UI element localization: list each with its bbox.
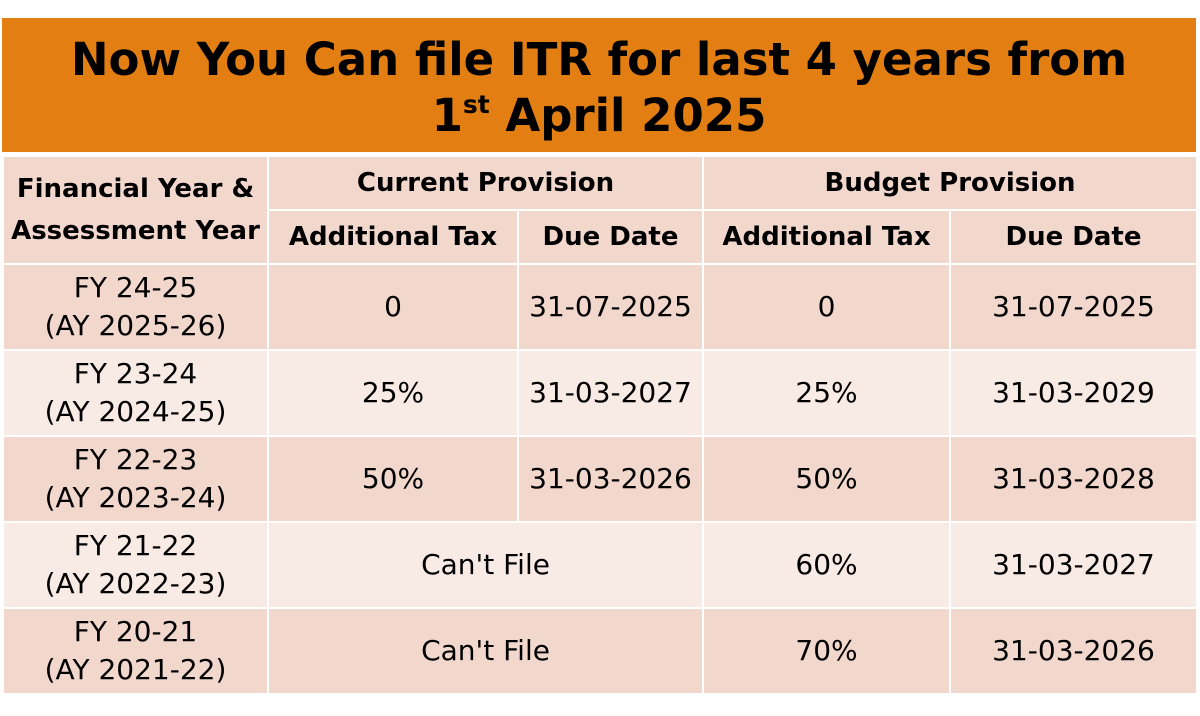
current-provision-header: Current Provision	[266, 155, 705, 211]
budget-tax-cell: 50%	[702, 435, 952, 523]
fy-ay-cell: FY 24-25 (AY 2025-26)	[2, 263, 269, 351]
table-row: FY 24-25 (AY 2025-26) 0 31-07-2025 0 31-…	[2, 263, 1199, 351]
fy-header-line-1: Financial Year &	[16, 174, 255, 204]
ay-label: (AY 2021-22)	[44, 653, 227, 686]
budget-due-cell: 31-07-2025	[949, 263, 1199, 351]
current-additional-tax-header: Additional Tax	[267, 209, 519, 265]
current-due-cell: 31-03-2027	[516, 349, 705, 437]
budget-tax-cell: 0	[702, 263, 952, 351]
ay-label: (AY 2023-24)	[44, 481, 227, 514]
title-day-suffix: st	[462, 90, 490, 119]
title-date-rest: April 2025	[489, 89, 767, 142]
fy-ay-header: Financial Year & Assessment Year	[2, 155, 269, 265]
budget-due-cell: 31-03-2029	[949, 349, 1199, 437]
title-banner: Now You Can file ITR for last 4 years fr…	[2, 18, 1196, 152]
ay-label: (AY 2022-23)	[44, 567, 227, 600]
current-cant-file-cell: Can't File	[266, 607, 705, 695]
budget-tax-cell: 70%	[702, 607, 952, 695]
budget-due-cell: 31-03-2028	[949, 435, 1199, 523]
budget-due-cell: 31-03-2027	[949, 521, 1199, 609]
current-tax-cell: 25%	[267, 349, 519, 437]
fy-ay-cell: FY 21-22 (AY 2022-23)	[2, 521, 269, 609]
fy-label: FY 21-22	[73, 529, 198, 562]
fy-label: FY 22-23	[73, 443, 198, 476]
itr-provision-table: Financial Year & Assessment Year Current…	[2, 155, 1199, 695]
title-line-1: Now You Can file ITR for last 4 years fr…	[70, 33, 1128, 86]
table-row: FY 21-22 (AY 2022-23) Can't File 60% 31-…	[2, 521, 1199, 609]
budget-due-cell: 31-03-2026	[949, 607, 1199, 695]
fy-label: FY 20-21	[73, 615, 198, 648]
budget-provision-header: Budget Provision	[702, 155, 1199, 211]
current-due-cell: 31-03-2026	[516, 435, 705, 523]
ay-label: (AY 2024-25)	[44, 395, 227, 428]
fy-header-line-2: Assessment Year	[11, 216, 260, 246]
budget-tax-cell: 25%	[702, 349, 952, 437]
ay-label: (AY 2025-26)	[44, 309, 227, 342]
current-due-date-header: Due Date	[516, 209, 705, 265]
current-tax-cell: 50%	[267, 435, 519, 523]
table-header-row-2: Additional Tax Due Date Additional Tax D…	[3, 209, 1199, 265]
fy-label: FY 24-25	[73, 271, 198, 304]
title-day: 1	[431, 89, 463, 142]
budget-tax-cell: 60%	[702, 521, 952, 609]
budget-due-date-header: Due Date	[949, 209, 1199, 265]
table-header-row-1: Financial Year & Assessment Year Current…	[2, 155, 1199, 265]
title-line-2: 1st April 2025	[2, 88, 1196, 144]
current-due-cell: 31-07-2025	[516, 263, 705, 351]
fy-ay-cell: FY 22-23 (AY 2023-24)	[2, 435, 269, 523]
table-row: FY 22-23 (AY 2023-24) 50% 31-03-2026 50%…	[2, 435, 1199, 523]
fy-ay-cell: FY 23-24 (AY 2024-25)	[2, 349, 269, 437]
current-tax-cell: 0	[267, 263, 519, 351]
budget-additional-tax-header: Additional Tax	[702, 209, 952, 265]
fy-label: FY 23-24	[73, 357, 198, 390]
current-cant-file-cell: Can't File	[266, 521, 705, 609]
table-row: FY 20-21 (AY 2021-22) Can't File 70% 31-…	[2, 607, 1199, 695]
fy-ay-cell: FY 20-21 (AY 2021-22)	[2, 607, 269, 695]
table-row: FY 23-24 (AY 2024-25) 25% 31-03-2027 25%…	[2, 349, 1199, 437]
